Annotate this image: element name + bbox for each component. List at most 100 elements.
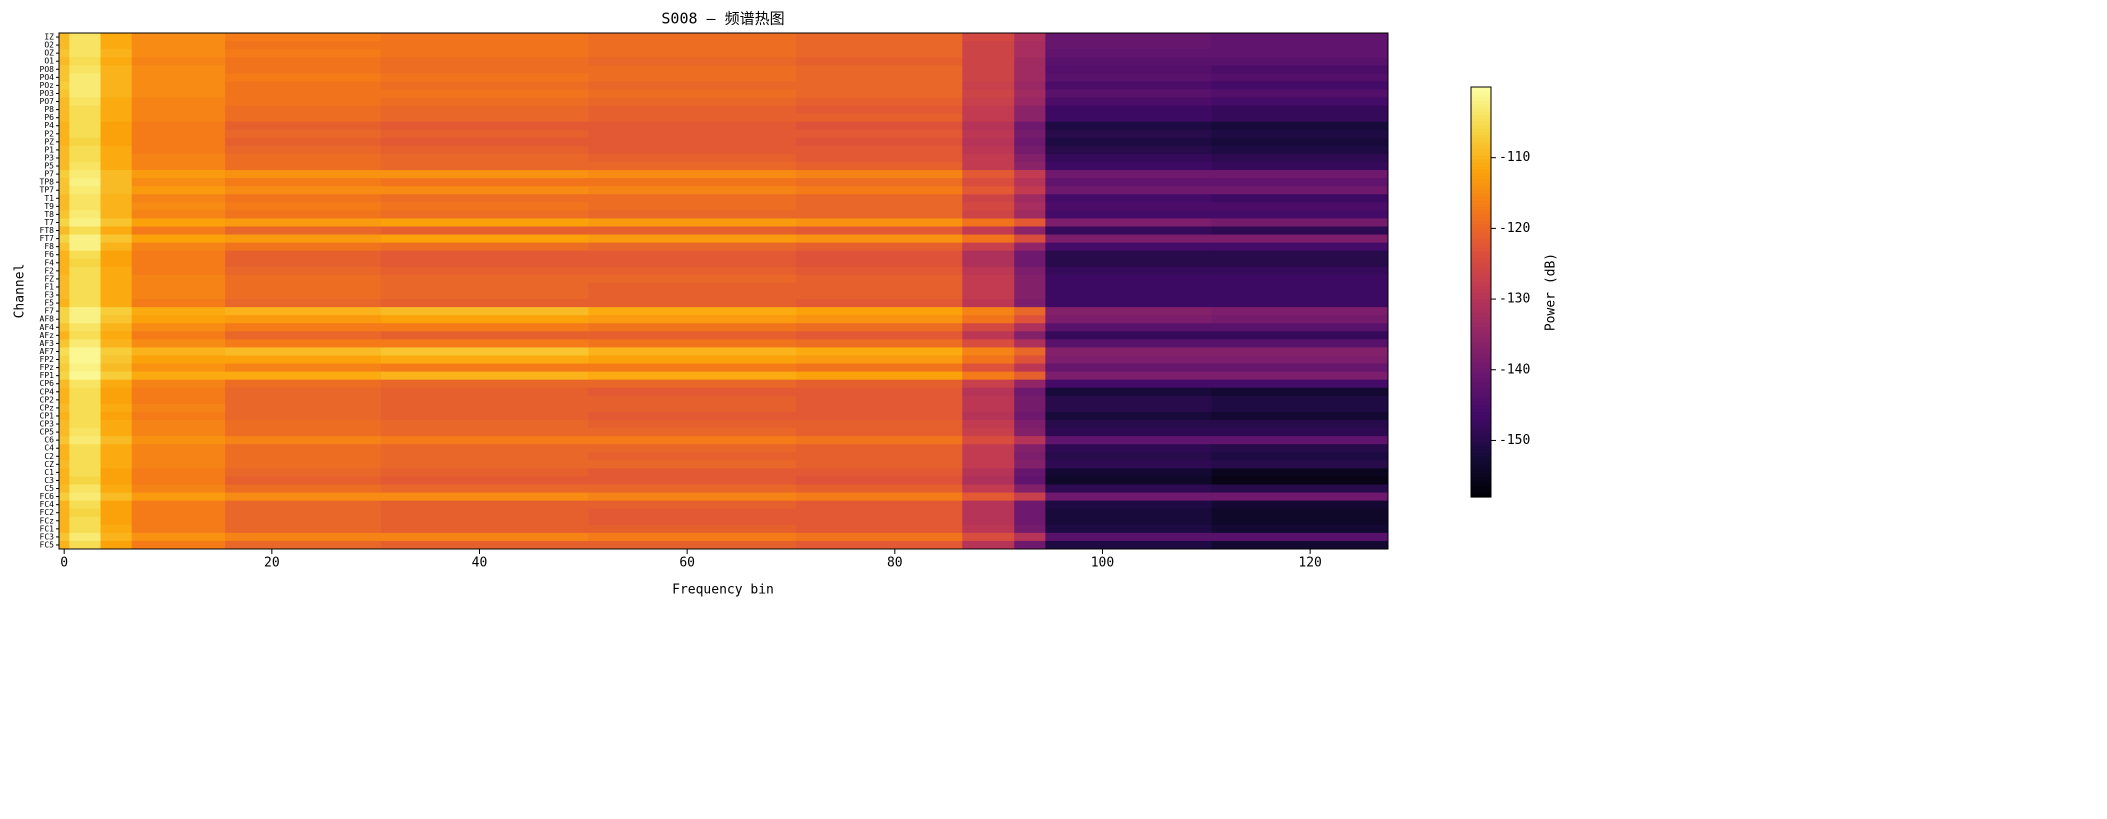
heatmap-cell (1045, 492, 1212, 502)
colorbar-swatch (1471, 483, 1491, 488)
heatmap-cell (588, 347, 797, 356)
heatmap-cell (1045, 129, 1212, 139)
heatmap-cell (225, 226, 382, 236)
colorbar-swatch (1471, 254, 1491, 259)
heatmap-cell (69, 194, 102, 203)
heatmap-cell (225, 250, 382, 260)
heatmap-cell (69, 484, 102, 494)
y-tick-label: POz (40, 81, 55, 90)
heatmap-cell (796, 258, 963, 268)
heatmap-cell (59, 387, 70, 397)
heatmap-cell (962, 178, 1015, 187)
heatmap-cell (1014, 81, 1046, 90)
heatmap-cell (1211, 89, 1389, 98)
y-tick-label: C3 (44, 476, 54, 485)
heatmap-cell (380, 540, 590, 550)
heatmap-cell (131, 81, 226, 90)
heatmap-cell (69, 178, 102, 187)
heatmap-cell (1014, 500, 1046, 510)
heatmap-cell (962, 500, 1015, 510)
colorbar-swatch (1471, 196, 1491, 201)
heatmap-cell (380, 371, 590, 381)
heatmap-cell (588, 291, 797, 300)
colorbar-swatch (1471, 151, 1491, 156)
colorbar-swatch (1471, 158, 1491, 163)
heatmap-cell (131, 524, 226, 534)
heatmap-cell (380, 379, 590, 389)
heatmap-cell (100, 347, 133, 356)
heatmap-cell (131, 57, 226, 66)
colorbar-swatch (1471, 459, 1491, 464)
heatmap-cell (962, 323, 1015, 332)
heatmap-cell (588, 282, 797, 292)
heatmap-cell (1211, 129, 1389, 139)
colorbar-label: Power (dB) (1544, 253, 1559, 331)
heatmap-cell (100, 516, 133, 526)
y-tick-label: FC3 (40, 532, 55, 541)
heatmap-cell (1045, 170, 1212, 179)
heatmap-cell (962, 89, 1015, 98)
heatmap-cell (588, 363, 797, 373)
heatmap-cell (962, 492, 1015, 502)
heatmap-cell (59, 250, 70, 260)
colorbar-swatch (1471, 428, 1491, 433)
heatmap-cell (1014, 153, 1046, 163)
heatmap-cell (1014, 33, 1046, 42)
heatmap-cell (1014, 250, 1046, 260)
heatmap-cell (588, 476, 797, 485)
heatmap-cell (796, 355, 963, 365)
heatmap-cell (100, 242, 133, 252)
y-tick-label: T9 (44, 202, 54, 211)
heatmap-cell (100, 202, 133, 211)
heatmap-cell (1211, 315, 1389, 324)
heatmap-cell (100, 436, 133, 445)
heatmap-cell (100, 186, 133, 195)
heatmap-cell (1045, 460, 1212, 469)
heatmap-cell (59, 105, 70, 115)
heatmap-cell (796, 299, 963, 308)
heatmap-cell (1045, 339, 1212, 348)
colorbar-swatch (1471, 268, 1491, 273)
x-tick-label: 60 (679, 556, 695, 571)
heatmap-cell (131, 282, 226, 292)
heatmap-cell (796, 339, 963, 348)
heatmap-cell (380, 476, 590, 485)
heatmap-cell (69, 299, 102, 308)
heatmap-cell (1045, 524, 1212, 534)
heatmap-cell (1045, 395, 1212, 405)
heatmap-cell (1014, 65, 1046, 74)
heatmap-cell (69, 170, 102, 179)
heatmap-cell (588, 210, 797, 219)
heatmap-cell (225, 484, 382, 494)
heatmap-cell (131, 162, 226, 171)
heatmap-cell (59, 355, 70, 365)
heatmap-cell (1045, 420, 1212, 429)
heatmap-cell (380, 428, 590, 437)
heatmap-cell (1014, 468, 1046, 477)
heatmap-cell (380, 178, 590, 187)
heatmap-cell (1014, 234, 1046, 244)
colorbar-swatch (1471, 370, 1491, 375)
heatmap-cell (1045, 274, 1212, 284)
heatmap-cell (380, 331, 590, 340)
heatmap-cell (131, 331, 226, 340)
heatmap-cell (796, 387, 963, 397)
heatmap-cell (225, 452, 382, 461)
heatmap-cell (380, 258, 590, 268)
heatmap-cell (59, 282, 70, 292)
heatmap-cell (796, 436, 963, 445)
colorbar-swatch (1471, 408, 1491, 413)
heatmap-cell (1211, 428, 1389, 437)
colorbar-swatch (1471, 114, 1491, 119)
heatmap-cell (1211, 532, 1389, 542)
heatmap-cell (59, 242, 70, 252)
heatmap-cell (1211, 162, 1389, 171)
heatmap-cell (59, 226, 70, 236)
heatmap-cell (1014, 307, 1046, 316)
heatmap-cell (131, 41, 226, 50)
y-tick-label: FC4 (40, 500, 55, 509)
heatmap-cell (380, 145, 590, 155)
colorbar-swatch (1471, 469, 1491, 474)
heatmap-cell (380, 355, 590, 365)
y-tick-label: AF4 (40, 323, 55, 332)
